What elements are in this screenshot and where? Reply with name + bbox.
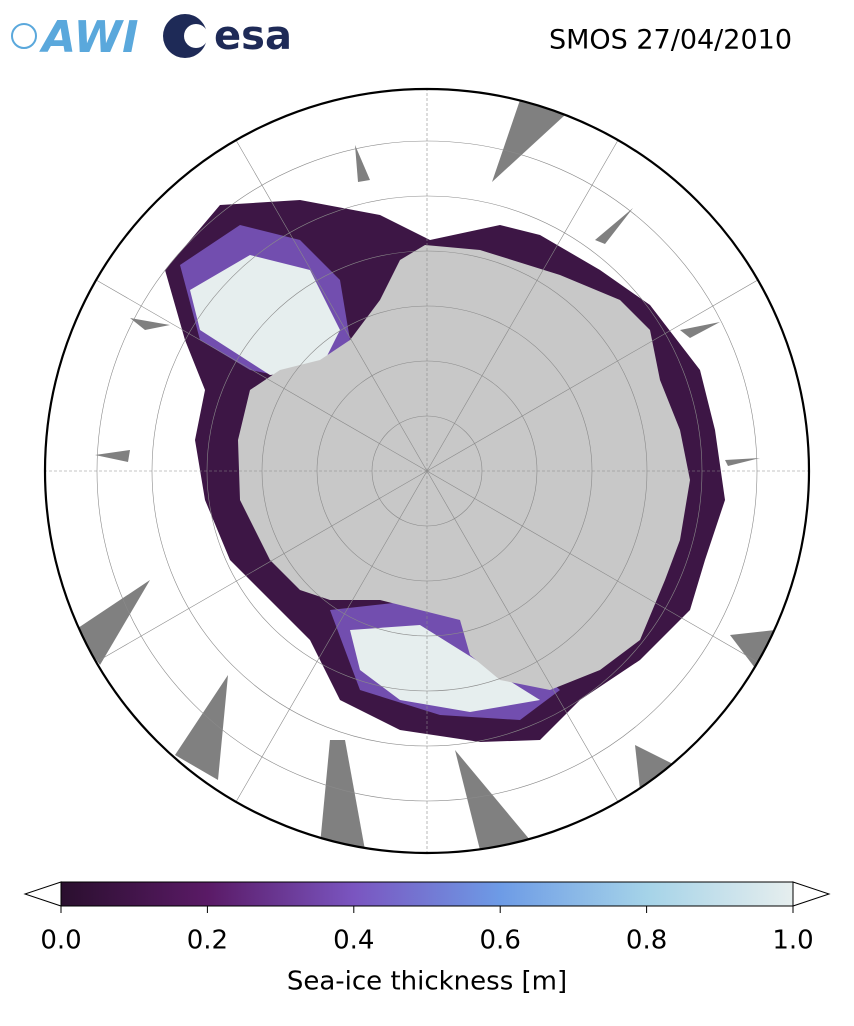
title: SMOS 27/04/2010 (549, 25, 792, 56)
colorbar-tick-label: 0.0 (40, 926, 81, 956)
colorbar-tick-label: 0.8 (626, 926, 667, 956)
extend-low (23, 881, 62, 907)
meridian (426, 470, 628, 818)
data-gaps (75, 100, 775, 850)
map-frame (43, 87, 811, 855)
logo-text: esa (214, 13, 292, 59)
land (238, 245, 690, 690)
extend-high (792, 881, 831, 907)
colorbar-label: Sea-ice thickness [m] (287, 967, 567, 997)
colorbar-gradient (60, 881, 794, 907)
logo-text: AWI (39, 12, 139, 63)
colorbar-tick-label: 1.0 (772, 926, 813, 956)
ice-very-thick (190, 255, 540, 712)
logo-esa: esa (163, 13, 292, 59)
meridian (426, 470, 774, 672)
meridian (226, 124, 428, 472)
meridian (226, 470, 428, 818)
map (45, 89, 809, 853)
meridian (426, 270, 774, 472)
meridian (80, 470, 428, 672)
logo-awi: AWI (11, 12, 139, 63)
colorbar: Sea-ice thickness [m] 0.0 0.2 0.4 0.6 0.8 1.0 (23, 881, 831, 997)
colorbar-tick-label: 0.2 (187, 926, 228, 956)
meridian (80, 270, 428, 472)
colorbar-tick-label: 0.6 (480, 926, 521, 956)
graticule (45, 89, 809, 853)
meridian (426, 124, 628, 472)
colorbar-tick-label: 0.4 (333, 926, 374, 956)
